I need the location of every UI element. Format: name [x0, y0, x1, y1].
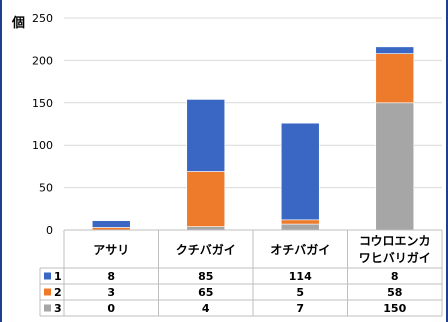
x-category-label: アサリ — [93, 243, 129, 257]
x-category-label: ワヒバリガイ — [359, 250, 431, 265]
bar-segment-series-1 — [280, 122, 320, 221]
bar-segment-series-1 — [186, 99, 226, 172]
x-category-label: オチバガイ — [270, 242, 330, 257]
data-label: 3 — [107, 286, 115, 299]
y-axis-label: 個 — [11, 15, 25, 31]
y-tick-label: 0 — [46, 224, 53, 237]
y-tick-labels: 0 50 100 150 200 250 — [32, 12, 53, 237]
data-label: 8 — [391, 270, 399, 283]
legend-swatch-series-2 — [44, 288, 51, 296]
data-label: 7 — [296, 302, 304, 315]
bar-segment-series-3 — [186, 226, 226, 231]
y-tick-label: 100 — [32, 139, 53, 152]
bar-segment-series-1 — [375, 46, 415, 54]
bar-segment-series-2 — [186, 171, 226, 227]
legend-label-series-3: 3 — [54, 302, 62, 315]
data-label: 85 — [198, 270, 213, 283]
y-tick-label: 200 — [32, 54, 53, 67]
bar-segment-series-1 — [91, 220, 131, 228]
data-label: 58 — [387, 286, 402, 299]
x-category-label: クチバガイ — [176, 242, 236, 257]
legend-label-series-2: 2 — [54, 286, 62, 299]
data-label: 65 — [198, 286, 213, 299]
x-category-label: コウロエンカ — [359, 234, 431, 248]
y-tick-label: 250 — [32, 12, 53, 25]
data-label: 150 — [383, 302, 406, 315]
legend-swatch-series-3 — [44, 304, 51, 312]
data-label: 114 — [289, 270, 312, 283]
y-tick-label: 50 — [39, 182, 53, 195]
legend-swatch-series-1 — [44, 272, 51, 280]
bar-segment-series-3 — [280, 223, 320, 231]
legend-label-series-1: 1 — [54, 270, 62, 283]
bar-segment-series-2 — [280, 219, 320, 225]
bar-segment-series-3 — [375, 102, 415, 231]
bar-segment-series-2 — [375, 53, 415, 104]
data-label: 8 — [107, 270, 115, 283]
data-label: 5 — [296, 286, 304, 299]
y-tick-label: 150 — [32, 97, 53, 110]
data-label: 4 — [202, 302, 210, 315]
data-label: 0 — [107, 302, 115, 315]
bars — [91, 46, 415, 231]
